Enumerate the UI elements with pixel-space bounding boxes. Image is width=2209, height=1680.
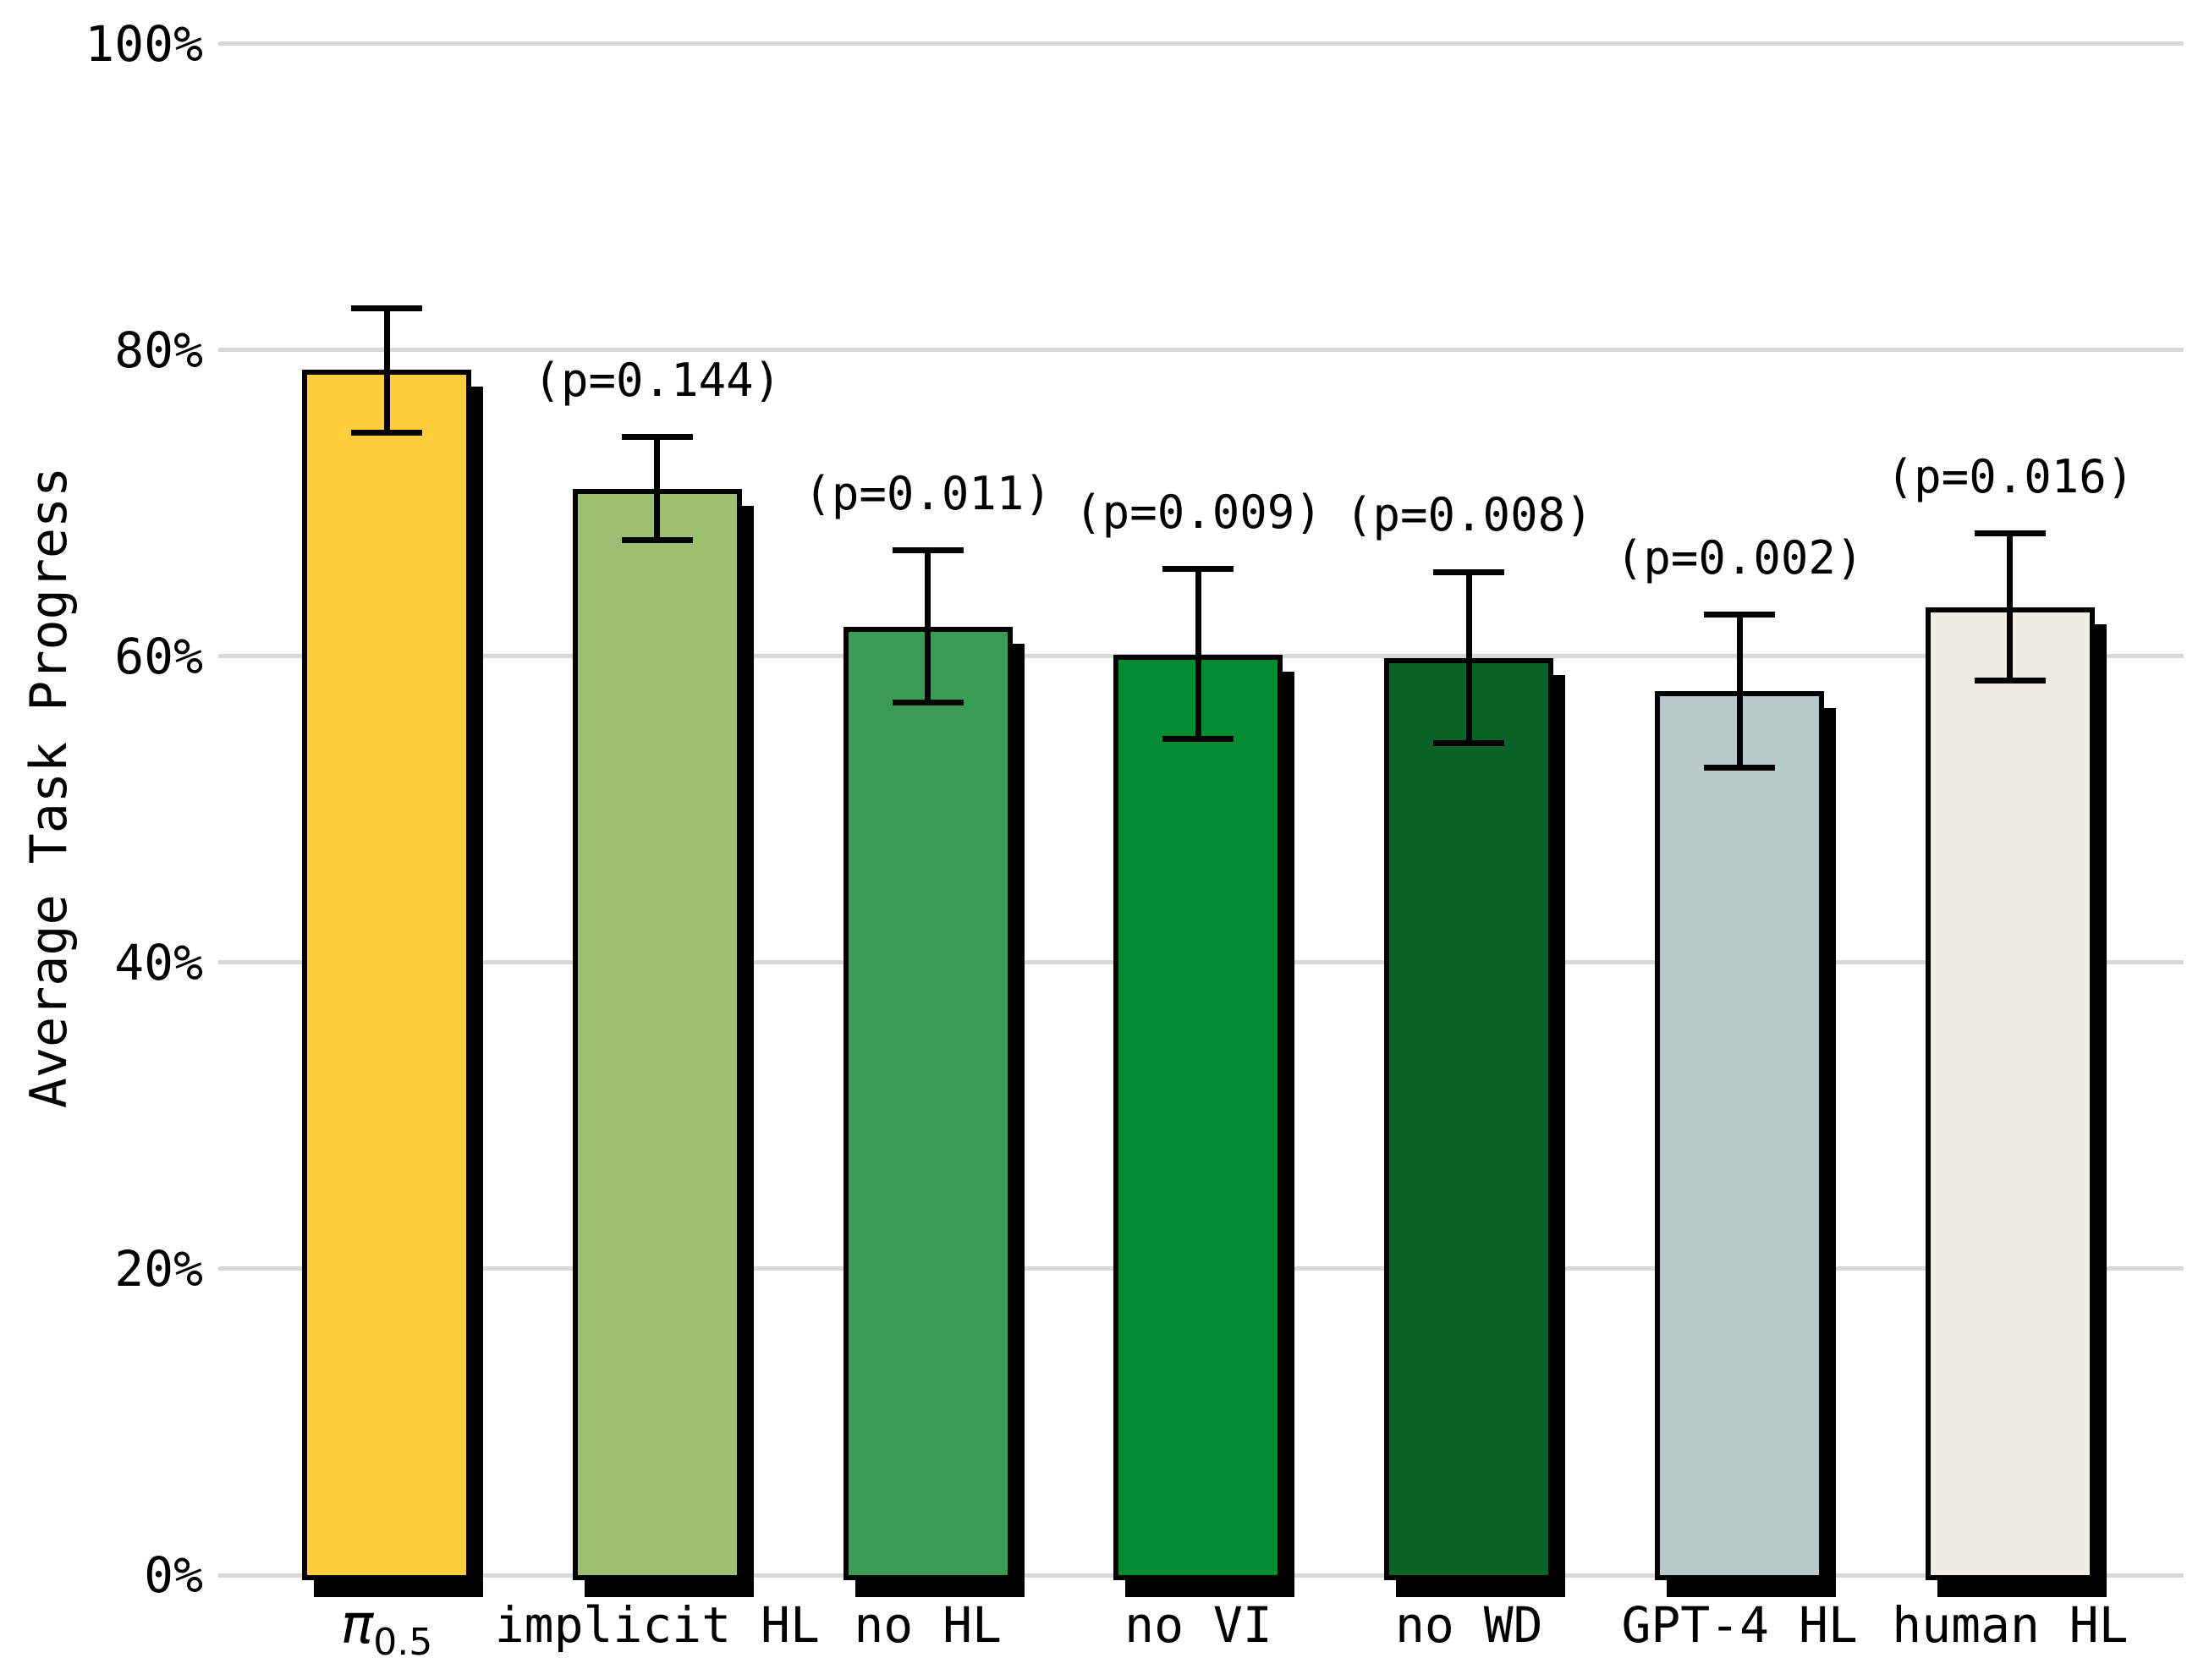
error-bar-cap-bottom [621,536,693,543]
x-tick-label: no HL [854,1596,1002,1654]
error-bar-cap-top [1162,566,1234,572]
bar [1113,654,1283,1580]
error-bar-cap-bottom [351,429,422,436]
x-tick-label: π0.5 [167,1595,607,1673]
x-tick-label: implicit HL [494,1596,820,1654]
bar [572,489,742,1580]
gridline [218,348,2184,353]
p-value-label: (p=0.011) [804,466,1052,520]
error-bar [1736,614,1743,768]
error-bar-cap-top [1704,612,1776,618]
error-bar-cap-bottom [1433,740,1505,747]
y-tick-label: 80% [114,321,203,379]
error-bar [654,436,661,541]
error-bar-cap-top [621,434,693,441]
error-bar [383,308,390,433]
error-bar-cap-bottom [892,699,964,705]
bar [843,627,1013,1580]
error-bar-cap-top [351,305,422,312]
error-bar [1465,572,1472,744]
p-value-label: (p=0.002) [1615,530,1864,585]
error-bar-cap-top [892,547,964,554]
error-bar-cap-bottom [1162,735,1234,742]
error-bar [1195,568,1201,739]
x-tick-label: GPT-4 HL [1621,1596,1858,1654]
error-bar [2007,533,2014,681]
x-tick-label-base: π [340,1594,374,1656]
y-tick-label: 0% [144,1546,203,1604]
p-value-label: (p=0.008) [1345,488,1593,542]
y-axis-label: Average Task Progress [19,466,79,1109]
p-value-label: (p=0.016) [1886,449,2135,503]
y-tick-label: 60% [114,627,203,685]
y-tick-label: 20% [114,1239,203,1298]
x-tick-label-subscript: 0.5 [373,1621,433,1664]
bar [1655,691,1825,1580]
error-bar-cap-bottom [1704,765,1776,771]
error-bar-cap-top [1433,568,1505,575]
p-value-label: (p=0.144) [533,353,782,407]
x-tick-label: no VI [1124,1596,1272,1654]
error-bar-cap-top [1974,530,2046,537]
y-tick-label: 40% [114,933,203,991]
gridline [218,41,2184,46]
error-bar-cap-bottom [1974,678,2046,684]
bar [1925,607,2095,1580]
y-tick-label: 100% [85,14,203,73]
x-tick-label: no WD [1395,1596,1543,1654]
x-tick-label: human HL [1892,1596,2129,1654]
bar [302,370,471,1580]
p-value-label: (p=0.009) [1074,485,1322,539]
error-bar [925,550,931,702]
bar [1384,657,1554,1580]
